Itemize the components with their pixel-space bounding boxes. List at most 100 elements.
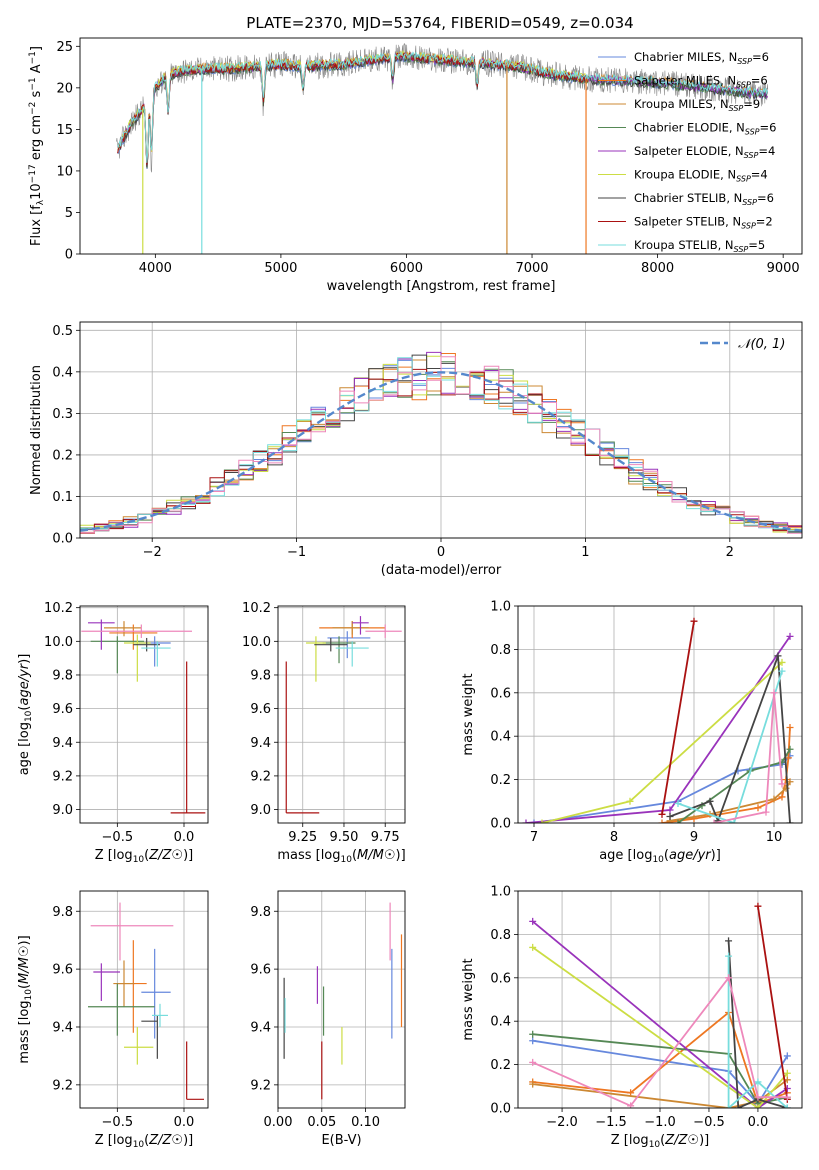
legend-label: Salpeter STELIB, NSSP=2	[634, 215, 773, 231]
x-axis-label: Z [log10(Z/Z☉)]	[95, 848, 193, 865]
marker-chabrier_stelib	[725, 937, 733, 945]
x-tick-label: 0.0	[174, 1115, 195, 1130]
marker-kroupa_elodie	[626, 797, 634, 805]
legend-label: Chabrier STELIB, NSSP=6	[634, 191, 774, 207]
y-tick-label: 1.0	[490, 600, 511, 615]
y-tick-label: 20	[56, 81, 73, 96]
panel-mass_weight_vs_Z: −2.0 −1.5 −1.0 −0.5 0.0 0.0 0.2 0.4 0.6 0.8 1.0 Z […	[461, 885, 803, 1150]
marker-kroupa_elodie	[778, 658, 786, 666]
marker-chabrier_elodie	[529, 1030, 537, 1038]
x-axis-label: Z [log10(Z/Z☉)]	[95, 1133, 193, 1150]
marker-kroupa_stelib	[754, 1078, 762, 1086]
y-tick-label: 10.0	[44, 635, 73, 650]
plot-area	[283, 902, 403, 1100]
line-chabrier_stelib	[669, 655, 791, 823]
legend-label: Salpeter MILES, NSSP=6	[634, 74, 768, 90]
gauss-curve	[80, 371, 802, 532]
marker-chabrier_miles	[783, 1052, 791, 1060]
legend: Chabrier MILES, NSSP=6 Salpeter MILES, NS…	[598, 50, 776, 254]
y-tick-label: 0.5	[52, 324, 73, 339]
marker-salpeter_elodie	[522, 819, 530, 823]
y-tick-label: 0.6	[490, 686, 511, 701]
y-tick-label: 10.2	[242, 601, 271, 616]
y-tick-label: 9.4	[52, 736, 73, 751]
histogram-pink	[80, 356, 802, 538]
y-tick-label: 10.2	[44, 601, 73, 616]
y-tick-label: 0.4	[490, 1015, 511, 1030]
x-tick-label: 9.50	[329, 830, 358, 845]
y-tick-label: 0.3	[52, 407, 73, 422]
line-kroupa_stelib	[677, 670, 783, 823]
panel-mass_vs_Z: −0.5 0.0 9.2 9.4 9.6 9.8 Z [log10(Z/Z☉)] mass […	[17, 890, 209, 1150]
legend-label: Kroupa ELODIE, NSSP=4	[634, 168, 768, 184]
marker-kroupa_elodie	[529, 943, 537, 951]
y-tick-label: 9.6	[250, 702, 271, 717]
model-chabrier_stelib	[117, 53, 769, 167]
y-tick-label: 9.2	[52, 1078, 73, 1093]
marker-kroupa_stelib	[674, 799, 682, 807]
x-tick-label: 9	[690, 830, 698, 845]
y-tick-label: 9.8	[52, 668, 73, 683]
x-tick-label: 7	[530, 830, 538, 845]
marker-chabrier_elodie	[786, 745, 794, 753]
marker-kroupa_elodie	[783, 1069, 791, 1077]
y-tick-label: 9.0	[52, 803, 73, 818]
y-tick-label: 9.0	[250, 803, 271, 818]
y-tick-label: 5	[65, 206, 73, 221]
x-tick-label: −0.5	[693, 1115, 725, 1130]
y-tick-label: 0.0	[490, 1102, 511, 1117]
y-tick-label: 10	[56, 164, 73, 179]
y-axis-label: mass [log10(M/M☉)]	[17, 935, 34, 1063]
line-salpeter_stelib	[661, 621, 695, 815]
y-axis-label: Flux [fλ10−17 erg cm−2 s−1 A−1]	[28, 46, 46, 246]
legend-label: Chabrier MILES, NSSP=6	[634, 50, 769, 66]
figure-title: PLATE=2370, MJD=53764, FIBERID=0549, z=0…	[246, 14, 633, 32]
line-pink	[713, 692, 783, 823]
y-tick-label: 9.2	[250, 769, 271, 784]
y-axis-label: mass weight	[461, 673, 476, 755]
model-kroupa_stelib	[117, 51, 769, 163]
panel-residuals: −2 −1 0 1 2 0.0 0.1 0.2 0.3 0.4 0.5 (data-model)/er…	[29, 321, 803, 578]
marker-kroupa_miles	[770, 795, 778, 803]
marker-chabrier_stelib	[774, 652, 782, 660]
x-tick-label: 0.10	[351, 1115, 380, 1130]
marker-salpeter_stelib	[690, 617, 698, 625]
plot-area	[81, 619, 206, 814]
y-tick-label: 9.4	[250, 736, 271, 751]
marker-salpeter_stelib	[658, 810, 666, 818]
x-tick-label: 10	[766, 830, 783, 845]
x-tick-label: 1	[581, 545, 589, 560]
panel-spectrum: 4000 5000 6000 7000 8000 9000 0 5 10 15 20 25 wavele…	[28, 37, 803, 294]
x-tick-label: 0	[437, 545, 445, 560]
marker-kroupa_stelib	[725, 1104, 733, 1108]
legend-label: Salpeter ELODIE, NSSP=4	[634, 144, 775, 160]
marker-pink	[710, 819, 718, 823]
y-tick-label: 15	[56, 123, 73, 138]
plot-area	[522, 617, 794, 823]
y-tick-label: 9.8	[250, 905, 271, 920]
x-tick-label: 7000	[515, 261, 548, 276]
marker-chabrier_miles	[530, 819, 538, 823]
x-tick-label: −1.5	[595, 1115, 627, 1130]
marker-pink	[762, 808, 770, 816]
marker-kroupa_stelib	[778, 667, 786, 675]
y-axis-label: mass weight	[461, 958, 476, 1040]
legend-label: Kroupa STELIB, NSSP=5	[634, 238, 765, 254]
panel-age_vs_mass: 9.25 9.50 9.75 9.0 9.2 9.4 9.6 9.8 10.0 10.2 mass …	[242, 601, 406, 865]
y-tick-label: 0.8	[490, 928, 511, 943]
x-tick-label: 8	[610, 830, 618, 845]
marker-pink	[778, 780, 786, 788]
y-tick-label: 9.6	[52, 702, 73, 717]
x-tick-label: −1	[287, 545, 306, 560]
marker-chabrier_miles	[529, 1037, 537, 1045]
y-tick-label: 9.8	[250, 668, 271, 683]
marker-kroupa_stelib	[730, 819, 738, 823]
marker-salpeter_elodie	[529, 917, 537, 925]
y-tick-label: 0.4	[52, 365, 73, 380]
panel-mass_weight_vs_age: 7 8 9 10 0.0 0.2 0.4 0.6 0.8 1.0 age [log10(age/yr…	[461, 600, 803, 865]
x-axis-label: age [log10(age/yr)]	[599, 848, 721, 865]
y-tick-label: 0.2	[490, 1058, 511, 1073]
y-tick-label: 9.4	[52, 1020, 73, 1035]
marker-chabrier_elodie	[674, 819, 682, 823]
marker-chabrier_stelib	[706, 797, 714, 805]
